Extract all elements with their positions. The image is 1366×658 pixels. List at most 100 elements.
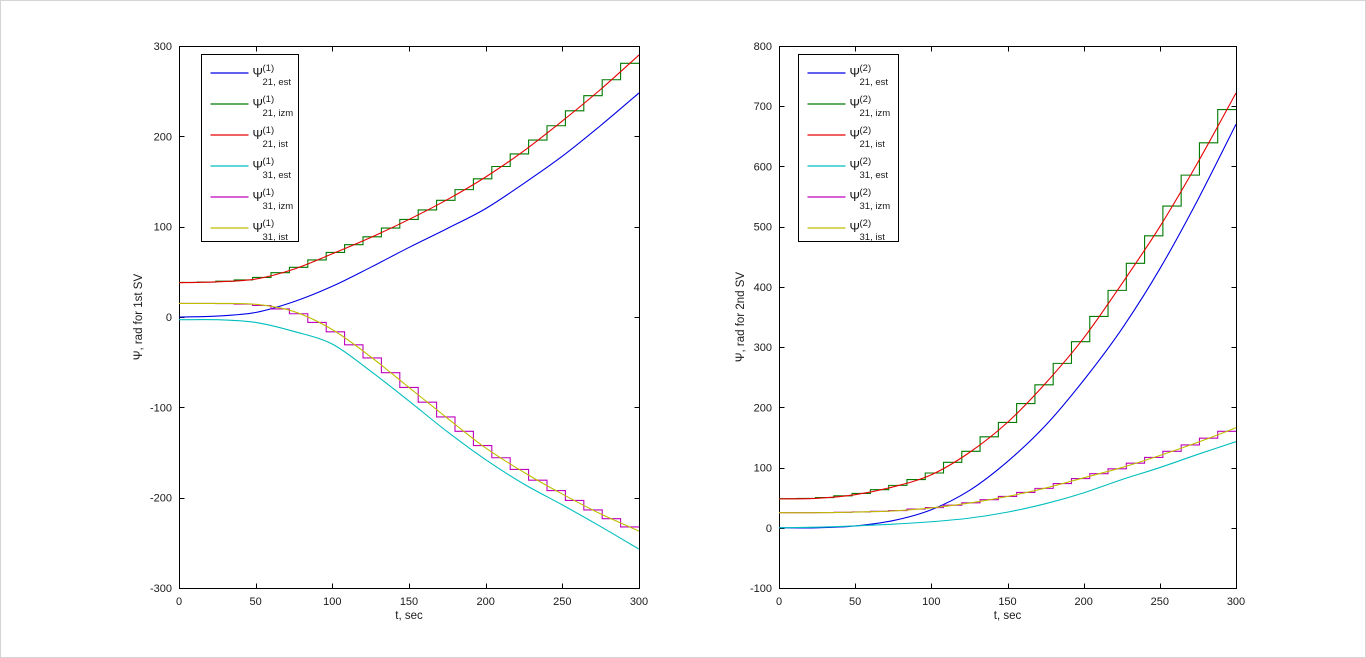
y-tick-label: 500 <box>754 222 772 234</box>
legend-entry-psi31-est-est: Ψ (2) 31, est <box>807 156 889 181</box>
y-tick-label: 200 <box>754 402 772 414</box>
y-tick-label: -300 <box>150 583 172 595</box>
y-tick-label: -100 <box>750 583 772 595</box>
legend-label-subscript: 31, ist <box>860 232 886 243</box>
series-line-psi31-est-est <box>779 441 1236 529</box>
y-tick-label: -200 <box>150 493 172 505</box>
legend-label-superscript: (1) <box>263 63 275 74</box>
legend-label-subscript: 31, izm <box>263 201 294 212</box>
x-tick-label: 200 <box>1074 596 1092 608</box>
legend-label-subscript: 21, est <box>860 77 889 88</box>
series-line-psi21-ist-ist <box>179 54 639 284</box>
legend-label-superscript: (1) <box>263 156 275 167</box>
y-tick-label: -100 <box>150 402 172 414</box>
legend-label-superscript: (2) <box>860 156 872 167</box>
y-tick-label: 800 <box>754 41 772 53</box>
legend-label-psi: Ψ <box>850 159 860 173</box>
x-tick-label: 100 <box>922 596 940 608</box>
y-tick-label: 100 <box>154 222 172 234</box>
y-axis-label: Ψ, rad for 1st SV <box>133 274 145 361</box>
legend-label-superscript: (1) <box>263 187 275 198</box>
legend-label-subscript: 31, ist <box>263 232 289 243</box>
legend-entry-psi31-ist-ist: Ψ (1) 31, ist <box>210 218 289 243</box>
legend-label-psi: Ψ <box>850 66 860 80</box>
legend-label-superscript: (2) <box>860 63 872 74</box>
legend-entry-psi31-est-est: Ψ (1) 31, est <box>210 156 292 181</box>
legend-label-psi: Ψ <box>253 97 263 111</box>
legend-label-subscript: 21, izm <box>860 108 891 119</box>
x-tick-label: 50 <box>250 596 262 608</box>
legend-label-psi: Ψ <box>850 190 860 204</box>
y-tick-label: 700 <box>754 101 772 113</box>
y-tick-label: 300 <box>754 342 772 354</box>
legend-label-subscript: 31, izm <box>860 201 891 212</box>
legend-entry-psi21-izm-izm: Ψ (1) 21, izm <box>210 94 294 119</box>
y-tick-label: 100 <box>754 463 772 475</box>
series-curves <box>779 92 1236 529</box>
y-tick-label: 600 <box>754 161 772 173</box>
legend-box <box>201 54 299 242</box>
y-tick-label: 300 <box>154 41 172 53</box>
series-line-psi31-ist-ist <box>779 427 1236 514</box>
x-tick-label: 200 <box>476 596 494 608</box>
series-line-psi21-est-est <box>179 92 639 318</box>
legend-label-superscript: (1) <box>263 94 275 105</box>
x-axis-label: t, sec <box>395 610 423 622</box>
y-tick-label: 200 <box>154 131 172 143</box>
legend-label-subscript: 21, izm <box>263 108 294 119</box>
series-line-psi31-izm-izm <box>179 302 639 528</box>
x-tick-label: 300 <box>1227 596 1245 608</box>
legend-entry-psi21-ist-ist: Ψ (2) 21, ist <box>807 125 886 150</box>
series-line-psi31-ist-ist <box>179 302 639 532</box>
legend-entry-psi31-ist-ist: Ψ (2) 31, ist <box>807 218 886 243</box>
series-line-psi31-est-est <box>179 318 639 550</box>
legend-label-psi: Ψ <box>253 190 263 204</box>
x-axis-label: t, sec <box>994 610 1022 622</box>
x-tick-label: 250 <box>1151 596 1169 608</box>
legend-label-superscript: (2) <box>860 125 872 136</box>
legend-entry-psi31-izm-izm: Ψ (2) 31, izm <box>807 187 891 212</box>
x-tick-label: 150 <box>400 596 418 608</box>
legend-box <box>798 54 899 242</box>
right-plot: 0 50 100 150 200 250 300 -100 0 100 200 300 400 500 60… <box>735 41 1245 622</box>
series-line-psi21-ist-ist <box>779 92 1236 500</box>
legend-entry-psi21-ist-ist: Ψ (1) 21, ist <box>210 125 289 150</box>
legend-entry-psi21-est-est: Ψ (2) 21, est <box>807 63 889 88</box>
legend-label-psi: Ψ <box>850 128 860 142</box>
legend-label-psi: Ψ <box>253 128 263 142</box>
legend-label-superscript: (2) <box>860 94 872 105</box>
y-tick-label: 400 <box>754 282 772 294</box>
x-tick-label: 0 <box>776 596 782 608</box>
x-tick-label: 150 <box>998 596 1016 608</box>
legend-label-psi: Ψ <box>850 97 860 111</box>
legend-label-psi: Ψ <box>850 221 860 235</box>
legend-label-subscript: 31, est <box>263 170 292 181</box>
legend-entry-psi21-izm-izm: Ψ (2) 21, izm <box>807 94 891 119</box>
left-plot: 0 50 100 150 200 250 300 -300 -200 -100 0 100 200 300… <box>133 41 648 622</box>
x-tick-label: 100 <box>323 596 341 608</box>
legend-label-superscript: (1) <box>263 218 275 229</box>
legend-entry-psi21-est-est: Ψ (1) 21, est <box>210 63 292 88</box>
x-tick-label: 250 <box>553 596 571 608</box>
y-axis-label: Ψ, rad for 2nd SV <box>735 272 747 362</box>
axis-ticks <box>779 46 1237 589</box>
legend-label-psi: Ψ <box>253 66 263 80</box>
legend-label-subscript: 21, ist <box>860 139 886 150</box>
x-tick-label: 50 <box>849 596 861 608</box>
y-tick-label: 0 <box>166 312 172 324</box>
legend-label-psi: Ψ <box>253 159 263 173</box>
legend-label-superscript: (1) <box>263 125 275 136</box>
y-tick-label: 0 <box>766 523 772 535</box>
x-tick-label: 0 <box>176 596 182 608</box>
legend-label-subscript: 21, est <box>263 77 292 88</box>
series-curves <box>179 54 639 550</box>
legend-label-psi: Ψ <box>253 221 263 235</box>
legend-label-subscript: 21, ist <box>263 139 289 150</box>
legend-entry-psi31-izm-izm: Ψ (1) 31, izm <box>210 187 294 212</box>
legend-label-superscript: (2) <box>860 187 872 198</box>
legend-label-subscript: 31, est <box>860 170 889 181</box>
